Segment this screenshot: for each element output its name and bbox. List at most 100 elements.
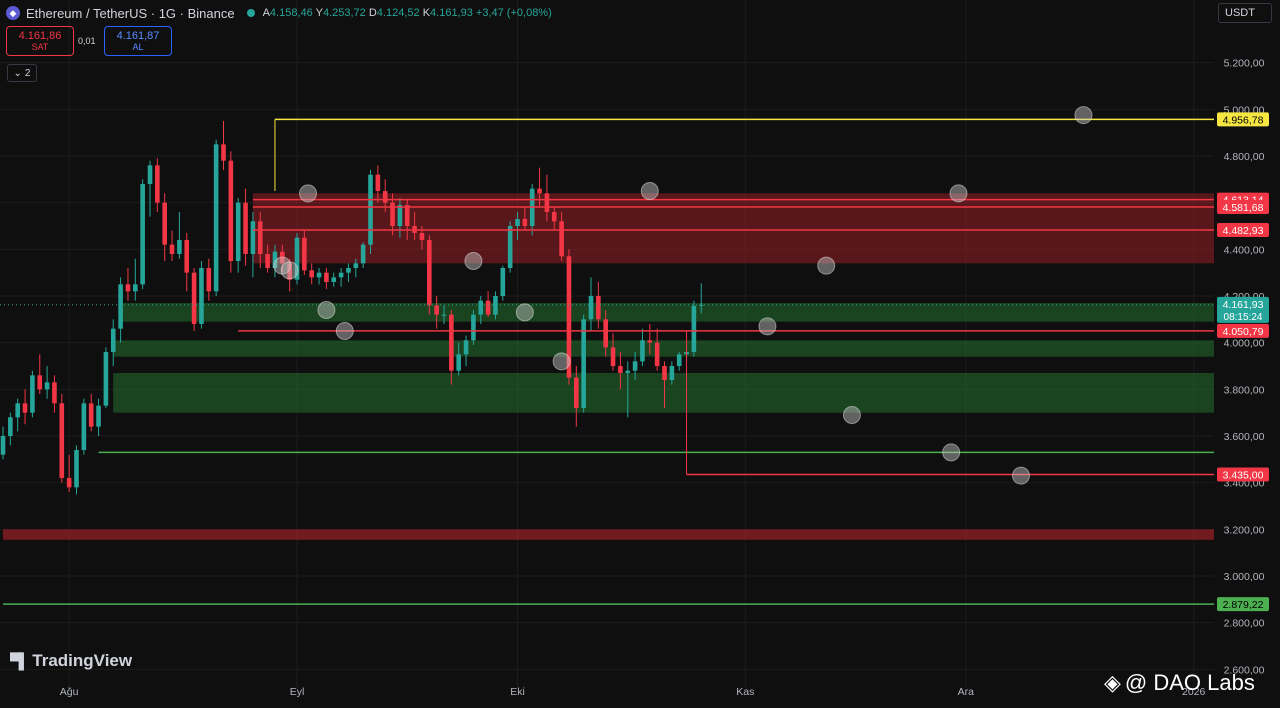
open-key: A (262, 7, 270, 19)
candle-body (522, 219, 528, 226)
candle-body (471, 314, 476, 341)
candle-body (390, 202, 395, 226)
candle-body (551, 212, 557, 222)
candle-body (59, 403, 65, 478)
price-label: 2.879,22 (1223, 599, 1264, 611)
y-tick-label: 3.200,00 (1224, 524, 1265, 536)
chevron-down-icon: ⌄ (13, 67, 22, 79)
countdown-label: 08:15:24 (1224, 312, 1263, 323)
alert-marker (280, 261, 299, 280)
alert-marker (817, 256, 836, 275)
currency-selector[interactable]: USDT (1218, 3, 1272, 23)
candle-body (191, 272, 197, 324)
price-label: 4.050,79 (1223, 326, 1264, 338)
candle-body (169, 244, 175, 254)
candle-body (66, 478, 72, 488)
buy-button[interactable]: 4.161,87 AL (104, 26, 172, 56)
y-tick-label: 3.800,00 (1224, 384, 1265, 396)
symbol-title[interactable]: Ethereum / TetherUS · 1G · Binance (26, 5, 235, 21)
candle-body (669, 366, 675, 380)
tradingview-brand: TradingView (32, 651, 133, 670)
markers-layer (273, 106, 1093, 485)
candle-body (537, 188, 542, 194)
zones-layer (3, 193, 1215, 540)
candle-body (37, 375, 43, 390)
x-tick-label: Ağu (60, 686, 79, 698)
candle-body (257, 221, 263, 254)
candle-body (346, 268, 351, 273)
sell-label: SAT (31, 42, 49, 52)
alert-marker (464, 252, 483, 270)
price-label: 4.956,78 (1223, 114, 1264, 126)
x-tick-label: Kas (736, 686, 754, 698)
candle-body (566, 256, 572, 378)
candle-body (184, 240, 190, 273)
x-tick-label: Eki (510, 686, 525, 698)
symbol-header[interactable]: ◆ Ethereum / TetherUS · 1G · Binance A4.… (6, 4, 552, 22)
market-status-icon (246, 9, 255, 17)
candle-body (698, 304, 704, 306)
last-price-label: 4.161,93 (1223, 299, 1264, 311)
candle-body (30, 375, 35, 413)
alert-marker (942, 443, 961, 462)
candle-body (662, 366, 667, 380)
candle-body (125, 284, 131, 292)
buy-price: 4.161,87 (116, 30, 160, 42)
x-tick-label: Ara (958, 686, 975, 698)
price-label: 3.435,00 (1223, 470, 1264, 482)
alert-marker (335, 322, 354, 340)
candle-body (493, 296, 498, 315)
candle-body (272, 251, 278, 268)
candle-body (375, 174, 381, 191)
alert-marker (552, 352, 571, 371)
candle-body (147, 165, 153, 184)
candle-body (177, 240, 182, 254)
dao-labs-watermark: ◈ @ DAO Labs (1104, 670, 1255, 696)
candle-body (338, 272, 344, 278)
candle-body (324, 272, 329, 282)
high-value: 4.253,72 (322, 7, 366, 19)
hlines-layer (0, 118, 1214, 605)
candle-body (691, 305, 697, 352)
candle-body (287, 263, 292, 280)
candle-body (206, 268, 212, 292)
y-tick-label: 2.800,00 (1224, 618, 1265, 630)
candle-body (427, 240, 432, 306)
alert-marker (299, 184, 318, 203)
high-key: Y (315, 7, 323, 19)
y-tick-label: 4.800,00 (1224, 151, 1265, 163)
candle-body (603, 319, 608, 348)
alert-marker (1074, 106, 1093, 125)
candle-body (22, 403, 28, 413)
candle-body (419, 233, 425, 240)
candle-body (96, 405, 101, 427)
candle-body (625, 370, 631, 373)
candle-body (574, 377, 579, 408)
candle-body (15, 403, 20, 418)
candle-body (500, 268, 506, 296)
candle-body (213, 144, 219, 292)
tradingview-mark-icon: ▀▌ (10, 652, 29, 670)
candle-body (507, 226, 513, 268)
sell-button[interactable]: 4.161,86 SAT (6, 26, 74, 56)
candle-body (118, 284, 123, 329)
y-tick-label: 2.600,00 (1224, 664, 1265, 676)
alert-marker (317, 301, 336, 319)
candle-body (88, 403, 94, 427)
candle-body (463, 340, 469, 355)
price-label: 4.482,93 (1223, 225, 1264, 237)
dao-labs-text: @ DAO Labs (1124, 670, 1255, 695)
candle-body (478, 300, 484, 315)
y-tick-label: 3.000,00 (1224, 571, 1265, 583)
candle-body (404, 205, 410, 226)
close-key: K (422, 7, 431, 19)
indicators-count: 2 (24, 67, 31, 79)
candle-body (632, 361, 638, 371)
buy-label: AL (132, 42, 144, 52)
alert-marker (640, 182, 659, 200)
candle-body (360, 244, 366, 264)
candle-body (103, 352, 109, 406)
indicators-toggle[interactable]: ⌄ 2 (7, 64, 37, 82)
candle-body (456, 354, 461, 371)
